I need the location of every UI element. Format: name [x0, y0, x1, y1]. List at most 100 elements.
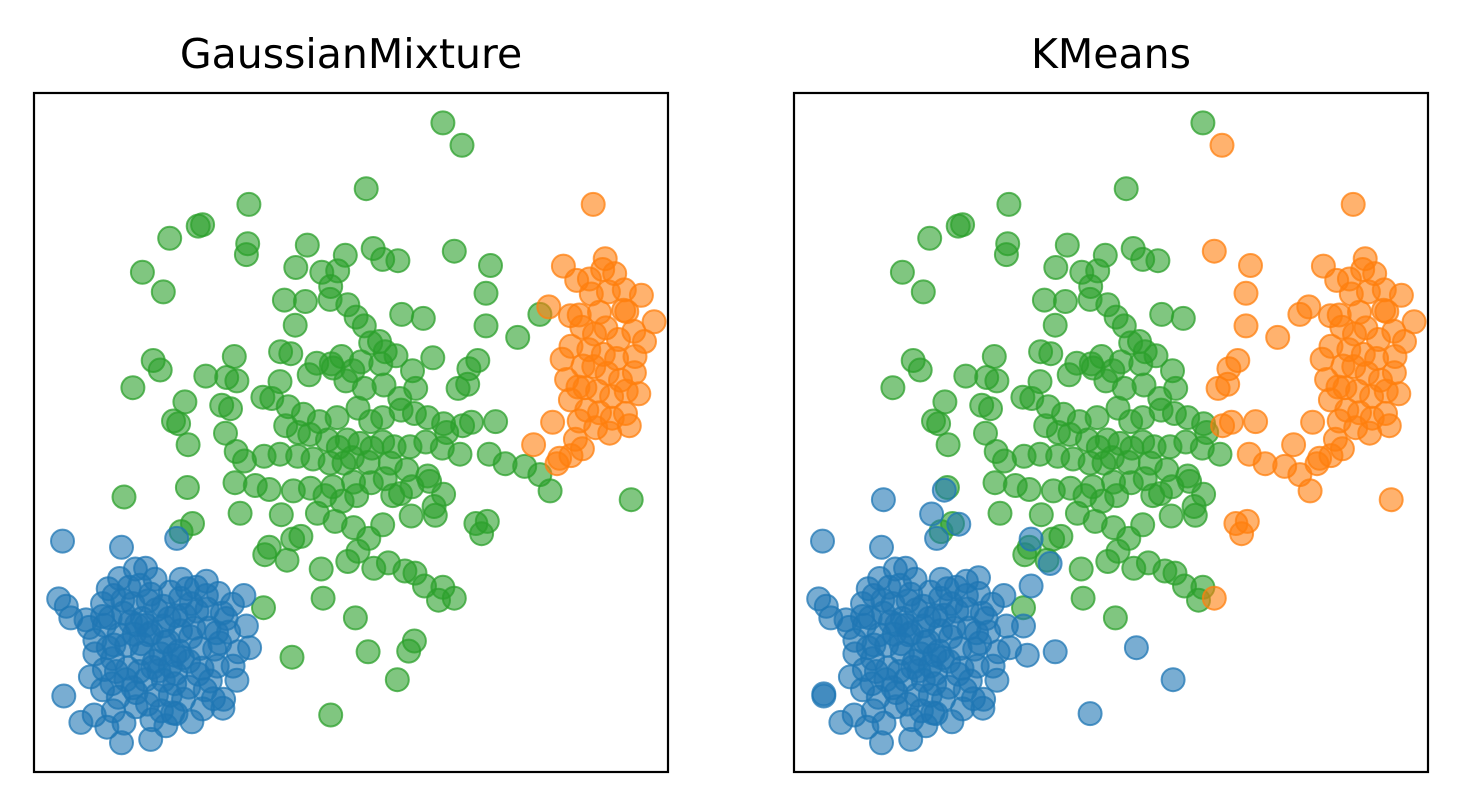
scatter-point [1028, 502, 1054, 528]
scatter-point [380, 483, 406, 509]
scatter-point [616, 413, 642, 439]
scatter-point [95, 576, 121, 602]
scatter-point [1376, 413, 1402, 439]
scatter-point [926, 411, 952, 437]
scatter-point [923, 603, 949, 629]
scatter-point [950, 212, 976, 238]
scatter-point [97, 605, 123, 631]
scatter-point [325, 258, 351, 284]
scatter-point [193, 363, 219, 389]
scatter-point [1160, 667, 1186, 693]
scatter-point [1102, 605, 1128, 631]
scatter-point [224, 368, 250, 394]
scatter-point [389, 301, 415, 327]
scatter-point [163, 603, 189, 629]
scatter-point [976, 619, 1002, 645]
scatter-point [256, 477, 282, 502]
scatter-point [150, 667, 176, 693]
scatter-point [128, 631, 154, 657]
scatter-point [469, 521, 495, 547]
scatter-point [1043, 255, 1069, 280]
scatter-point [403, 375, 429, 401]
scatter-point [614, 299, 640, 325]
scatter-point [982, 470, 1008, 496]
scatter-point [335, 549, 361, 574]
scatter-point [917, 225, 943, 251]
scatter-point [966, 565, 991, 591]
scatter-point [324, 405, 350, 431]
scatter-point [910, 279, 936, 305]
scatter-point [1042, 639, 1068, 665]
scatter-point [971, 686, 997, 712]
scatter-point [111, 484, 137, 510]
scatter-point [385, 248, 411, 274]
scatter-point [473, 280, 499, 306]
scatter-point [1229, 521, 1255, 547]
scatter-point [455, 371, 481, 397]
scatter-point [984, 368, 1010, 394]
scatter-point [544, 451, 570, 477]
scatter-point [99, 671, 125, 697]
scatter-point [164, 525, 190, 551]
panel-title-kmeans: KMeans [1031, 30, 1191, 78]
scatter-point [1084, 405, 1110, 431]
scatter-point [981, 344, 1007, 369]
scatter-point [889, 259, 915, 285]
scatter-point [109, 730, 134, 756]
scatter-point [169, 645, 195, 671]
scatter-point [227, 500, 253, 526]
scatter-point [1329, 314, 1355, 340]
scatter-point [1340, 191, 1366, 217]
scatter-point [953, 363, 979, 389]
scatter-point [1296, 294, 1322, 320]
scatter-point [1052, 289, 1078, 314]
scatter-point [371, 372, 397, 398]
scatter-point [46, 586, 72, 612]
axes-frame-gaussianmixture [32, 91, 670, 774]
scatter-point [978, 396, 1003, 422]
scatter-point [237, 635, 263, 661]
scatter-point [310, 585, 336, 611]
scatter-point [919, 501, 945, 527]
scatter-point [810, 528, 835, 554]
scatter-point [580, 191, 606, 217]
scatter-point [537, 478, 563, 504]
scatter-point [279, 644, 305, 670]
scatter-point [1149, 301, 1175, 327]
scatter-point [632, 329, 657, 354]
scatter-point [898, 726, 924, 752]
scatter-point [222, 470, 248, 496]
scatter-point [231, 583, 257, 608]
scatter-point [869, 534, 894, 560]
scatter-point [268, 502, 294, 528]
scatter-point [1201, 238, 1227, 264]
scatter-point [1386, 381, 1412, 407]
scatter-point [505, 324, 531, 350]
scatter-point [396, 638, 422, 664]
scatter-point [993, 242, 1019, 268]
scatter-point [618, 487, 644, 513]
scatter-point [857, 605, 883, 631]
scatter-point [1113, 176, 1139, 202]
scatter-point [318, 702, 344, 728]
scatter-point [569, 436, 595, 462]
scatter-point [888, 631, 914, 657]
scatter-point [50, 528, 75, 554]
scatter-point [1209, 132, 1235, 158]
scatter-point [931, 477, 957, 503]
scatter-points-kmeans [806, 110, 1427, 756]
scatter-point [806, 586, 832, 612]
scatter-point [859, 671, 885, 697]
scatter-point [929, 645, 955, 671]
scatter-point [430, 110, 456, 136]
scatter-point [1038, 341, 1064, 367]
scatter-point [1077, 701, 1103, 727]
scatter-point [536, 294, 562, 320]
panel-title-gaussianmixture: GaussianMixture [180, 30, 522, 78]
scatter-point [356, 525, 382, 551]
scatter-point [410, 305, 436, 331]
scatter-point [908, 698, 934, 724]
scatter-point [344, 483, 370, 509]
scatter-point [1219, 409, 1244, 435]
scatter-point [1056, 362, 1082, 388]
